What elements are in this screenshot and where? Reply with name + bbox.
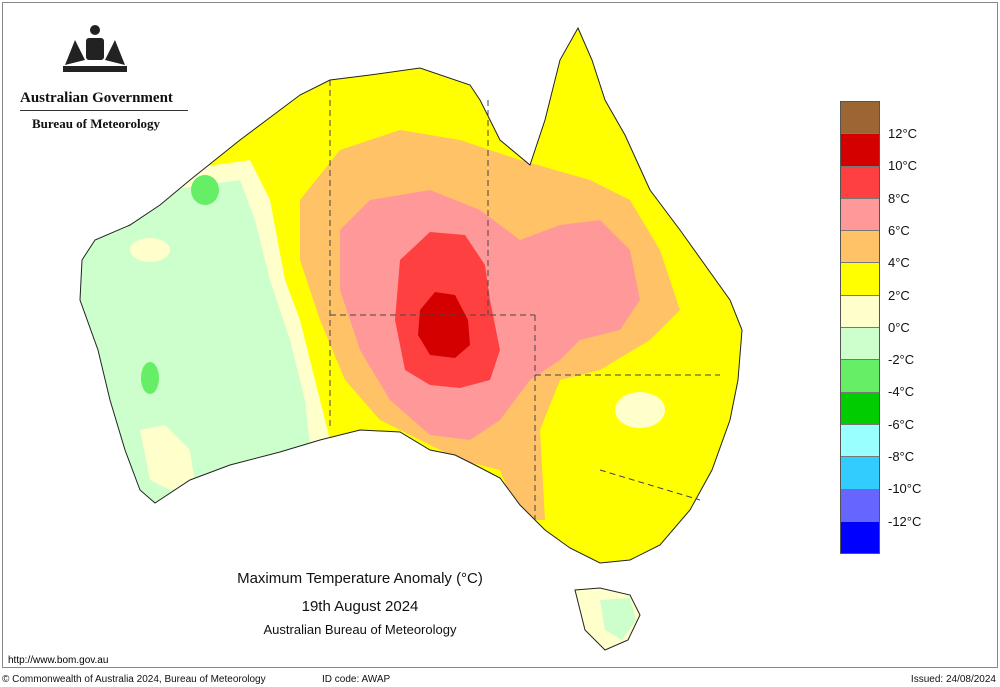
legend-swatch (841, 166, 879, 199)
region-se-0-2c (615, 392, 665, 428)
region-kimberley-cold (191, 175, 219, 205)
legend-label: -8°C (888, 449, 915, 464)
legend-label: 0°C (888, 319, 910, 335)
legend-swatch (841, 328, 879, 361)
legend-label: -4°C (888, 384, 915, 400)
bureau-name: Bureau of Meteorology (32, 116, 161, 131)
website-link[interactable]: http://www.bom.gov.au (8, 655, 109, 666)
legend-label: -2°C (888, 352, 915, 368)
map-frame (2, 2, 998, 668)
region-10-12c (418, 292, 470, 358)
legend-swatch (841, 102, 879, 135)
legend-label: 10°C (888, 158, 918, 174)
state-borders (329, 80, 720, 520)
legend-label: -6°C (888, 416, 915, 432)
legend-swatch (841, 489, 879, 522)
copyright: © Commonwealth of Australia 2024, Bureau… (2, 674, 266, 685)
region-minus2-0c (80, 180, 310, 505)
legend-swatch (841, 521, 879, 554)
legend-label: -12°C (888, 513, 922, 529)
legend-swatch (841, 392, 879, 425)
color-legend (840, 101, 880, 555)
legend-swatch (841, 134, 879, 167)
legend-label: 4°C (888, 255, 910, 271)
coastline (79, 26, 743, 564)
map-date: 19th August 2024 (301, 598, 419, 615)
legend-swatch (841, 263, 879, 296)
legend-label: 12°C (888, 126, 918, 141)
map-title: Maximum Temperature Anomaly (°C) (237, 570, 483, 587)
map-source: Australian Bureau of Meteorology (263, 622, 457, 637)
agency-header: Australian Government Bureau of Meteorol… (20, 90, 188, 132)
legend-label: 8°C (888, 190, 910, 206)
legend-label: -10°C (888, 481, 922, 497)
region-wa-0-2c (130, 238, 170, 262)
legend-swatch (841, 424, 879, 458)
region-sw-0-2c (140, 425, 195, 490)
issued-date: Issued: 24/08/2024 (910, 674, 996, 685)
region-wa-minus2-4c (141, 362, 159, 394)
id-code: ID code: AWAP (322, 674, 391, 685)
legend-swatch (841, 198, 879, 232)
legend-swatch (841, 457, 879, 490)
legend-label: 6°C (888, 222, 910, 238)
legend-swatch (841, 360, 879, 393)
org-name: Australian Government (20, 90, 188, 111)
legend-label: 2°C (888, 287, 910, 303)
legend-swatch (841, 231, 879, 264)
tasmania-cool-region (600, 598, 636, 640)
coat-of-arms-logo (63, 25, 127, 72)
legend-swatch (841, 295, 879, 329)
